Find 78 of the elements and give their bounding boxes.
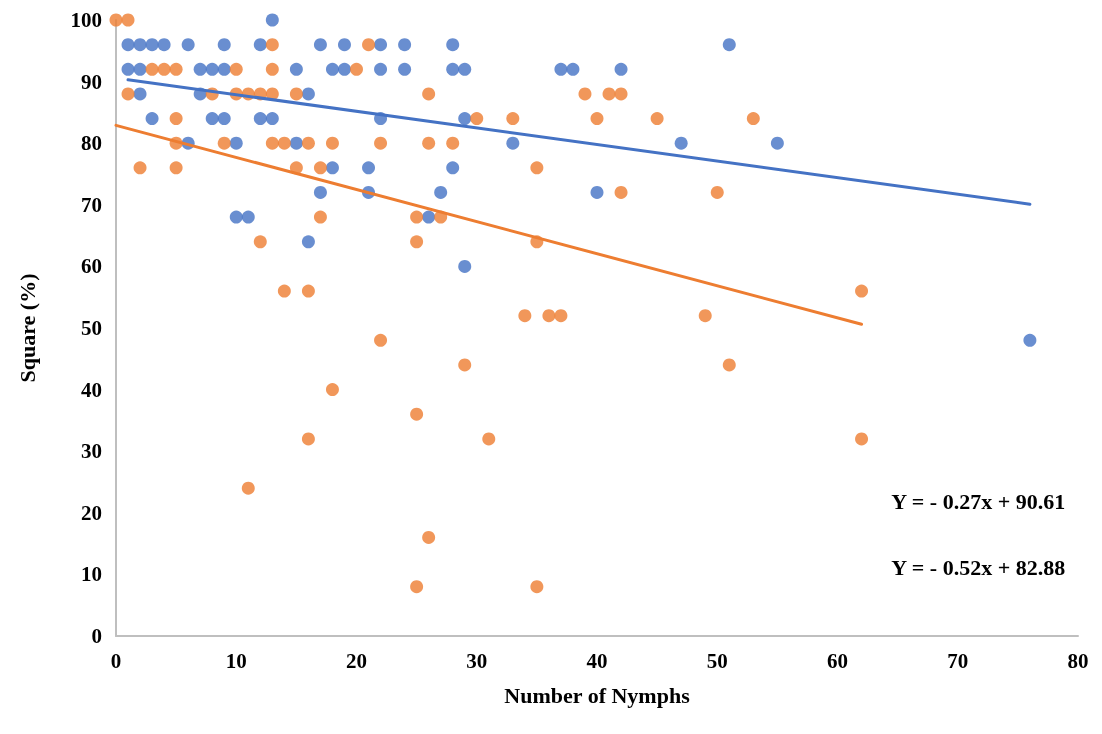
- point: [374, 38, 388, 52]
- x-tick-label: 50: [706, 648, 728, 673]
- y-tick-label: 40: [81, 377, 102, 402]
- point: [325, 62, 339, 76]
- point: [229, 210, 243, 224]
- point: [181, 38, 195, 52]
- point: [265, 13, 279, 27]
- point: [121, 38, 135, 52]
- point: [1023, 333, 1037, 347]
- point: [253, 112, 267, 126]
- y-tick-label: 10: [81, 562, 102, 587]
- point: [313, 185, 327, 199]
- y-tick-label: 70: [81, 192, 102, 217]
- annotation: Y = - 0.27x + 90.61: [891, 488, 1066, 514]
- x-tick-label: 20: [346, 648, 367, 673]
- y-tick-label: 50: [81, 316, 102, 340]
- point: [362, 161, 376, 175]
- x-tick-label: 40: [586, 648, 608, 673]
- point: [133, 38, 147, 52]
- point: [337, 38, 351, 52]
- point: [253, 38, 267, 52]
- point: [446, 161, 460, 175]
- point: [133, 87, 147, 101]
- point: [133, 62, 147, 76]
- y-tick-label: 60: [81, 254, 102, 279]
- point: [241, 210, 255, 224]
- point: [325, 161, 339, 175]
- y-tick-label: 80: [81, 131, 102, 156]
- x-axis-title: Number of Nymphs: [504, 682, 691, 708]
- y-axis-title: Square (%): [14, 273, 40, 383]
- point: [398, 38, 412, 52]
- point: [217, 62, 231, 76]
- point: [770, 136, 784, 150]
- point: [554, 62, 568, 76]
- point: [205, 112, 219, 126]
- point: [590, 185, 604, 199]
- point: [398, 62, 412, 76]
- point: [229, 136, 243, 150]
- point: [446, 38, 460, 52]
- point: [434, 185, 448, 199]
- point: [374, 62, 388, 76]
- point: [674, 136, 688, 150]
- point: [157, 38, 171, 52]
- point: [289, 62, 303, 76]
- point: [193, 62, 207, 76]
- point: [614, 62, 628, 76]
- y-tick-label: 90: [81, 69, 102, 94]
- x-tick-label: 0: [110, 648, 122, 673]
- point: [722, 38, 736, 52]
- annotation: Y = - 0.52x + 82.88: [891, 554, 1066, 580]
- point: [446, 62, 460, 76]
- y-tick-label: 20: [81, 500, 102, 525]
- y-tick-label: 0: [91, 624, 102, 648]
- point: [205, 62, 219, 76]
- point: [301, 235, 315, 249]
- x-tick-label: 60: [827, 648, 848, 673]
- point: [313, 38, 327, 52]
- point: [265, 112, 279, 126]
- point: [458, 62, 472, 76]
- point: [337, 62, 351, 76]
- x-tick-label: 30: [466, 648, 488, 673]
- point: [217, 38, 231, 52]
- point: [121, 62, 135, 76]
- point: [458, 112, 472, 126]
- point: [217, 112, 231, 126]
- y-tick-label: 30: [81, 439, 102, 464]
- x-tick-label: 70: [947, 648, 969, 673]
- x-tick-label: 10: [225, 648, 247, 673]
- point: [422, 210, 436, 224]
- x-tick-label: 80: [1067, 648, 1089, 673]
- point: [506, 136, 520, 150]
- point: [145, 112, 159, 126]
- point: [458, 259, 472, 273]
- point: [566, 62, 580, 76]
- point: [301, 87, 315, 101]
- y-tick-label: 100: [70, 8, 102, 32]
- point: [289, 136, 303, 150]
- point: [145, 38, 159, 52]
